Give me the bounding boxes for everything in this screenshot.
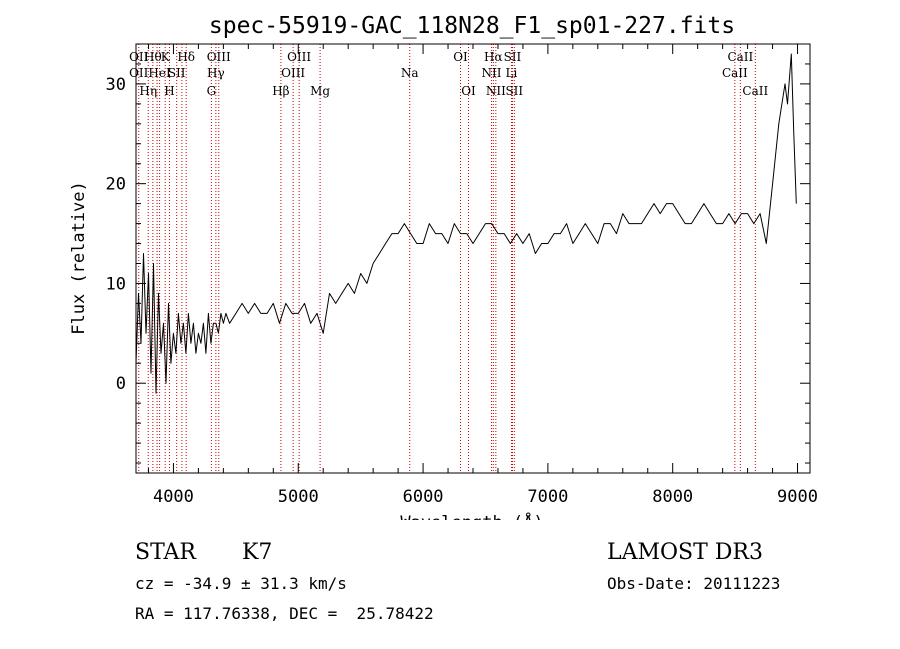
x-tick-label: 6000: [403, 487, 444, 507]
line-label: CaII: [722, 66, 748, 80]
x-axis: 4000 5000 6000 7000 8000 9000: [147, 44, 818, 507]
x-tick-label: 4000: [153, 487, 194, 507]
y-tick-label: 0: [116, 374, 126, 394]
line-label: Hβ: [272, 84, 289, 98]
ra-dec-coordinates: RA = 117.76338, DEC = 25.78422: [135, 604, 434, 623]
observation-date: Obs-Date: 20111223: [607, 574, 781, 593]
line-label: H: [164, 84, 174, 98]
plot-frame: [135, 43, 811, 474]
line-label: Mg: [310, 84, 330, 98]
spectrum-line: [135, 53, 797, 394]
object-subclass: K7: [242, 540, 273, 565]
line-label: Na: [401, 66, 419, 80]
line-label: Li: [506, 66, 518, 80]
y-tick-label: 30: [106, 75, 126, 95]
line-label: OIII: [287, 50, 311, 64]
y-tick-label: 10: [106, 274, 126, 294]
y-tick-label: 20: [106, 175, 126, 195]
survey-name: LAMOST DR3: [607, 540, 763, 565]
line-label: OI: [461, 84, 476, 98]
x-tick-label: 8000: [652, 487, 693, 507]
line-label: OII: [129, 66, 149, 80]
line-label: OIII: [207, 50, 231, 64]
y-axis-label: Flux (relative): [69, 181, 89, 335]
spectrum-plot: spec-55919-GAC_118N28_F1_sp01-227.fits O…: [69, 13, 818, 520]
line-label: NII: [486, 84, 506, 98]
line-label: Hθ: [144, 50, 162, 64]
line-label: OII: [129, 50, 149, 64]
line-label: SII: [168, 66, 186, 80]
y-axis: 0 10 20 30: [106, 43, 810, 464]
line-label: SII: [505, 84, 523, 98]
line-label: SII: [504, 50, 522, 64]
line-label: CaII: [727, 50, 753, 64]
line-label: K: [161, 50, 171, 64]
x-tick-label: 7000: [527, 487, 568, 507]
line-label: HeI: [148, 66, 171, 80]
line-label: NII: [481, 66, 501, 80]
line-label: G: [207, 84, 217, 98]
line-label: OI: [453, 50, 468, 64]
line-label: OIII: [281, 66, 305, 80]
emission-line-labels: OII OII Hη Hθ HeI K H SII Hδ G Hγ OIII Hβ OIII OIII Mg N…: [129, 50, 768, 98]
x-axis-label: Wavelength (Å): [400, 511, 543, 520]
line-label: Hδ: [177, 50, 195, 64]
object-class: STAR: [135, 540, 196, 565]
line-label: Hη: [139, 84, 157, 98]
x-tick-label: 5000: [278, 487, 319, 507]
x-tick-label: 9000: [777, 487, 818, 507]
line-label: Hγ: [207, 66, 225, 80]
redshift-velocity: cz = -34.9 ± 31.3 km/s: [135, 574, 347, 593]
line-label: Hα: [484, 50, 503, 64]
emission-line-markers: [138, 44, 756, 473]
chart-title: spec-55919-GAC_118N28_F1_sp01-227.fits: [209, 13, 735, 39]
line-label: CaII: [742, 84, 768, 98]
